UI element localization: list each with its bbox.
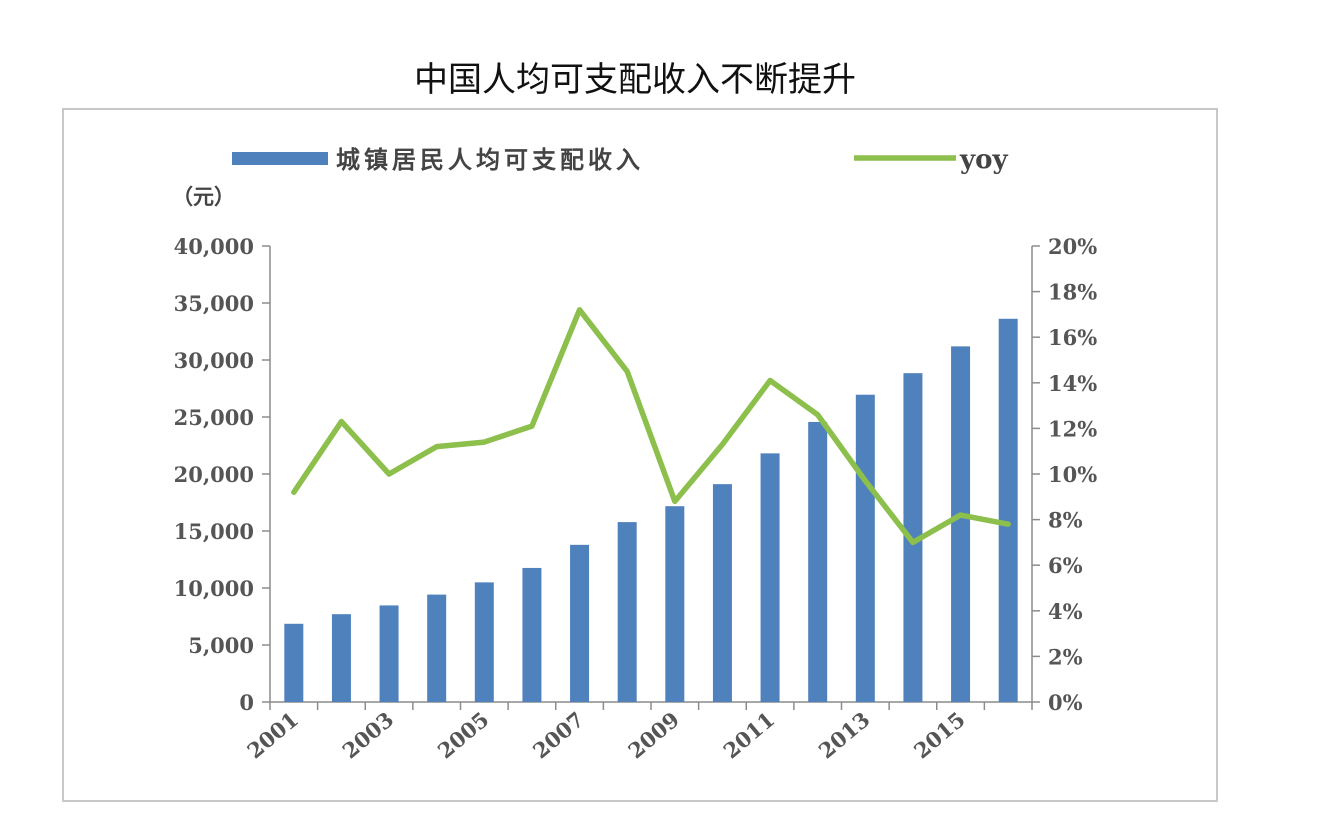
income-bar bbox=[522, 567, 542, 702]
income-bar bbox=[331, 614, 351, 702]
y-right-tick-label: 0% bbox=[1048, 690, 1083, 715]
income-bar bbox=[855, 394, 875, 702]
x-tick-label: 2013 bbox=[814, 707, 875, 764]
income-bar bbox=[998, 318, 1018, 702]
x-tick-label: 2009 bbox=[623, 707, 684, 764]
y-left-tick-label: 5,000 bbox=[188, 633, 254, 658]
x-tick-label: 2007 bbox=[528, 707, 589, 764]
income-bar bbox=[951, 346, 971, 702]
income-bar bbox=[808, 421, 828, 702]
income-bar bbox=[474, 582, 494, 702]
income-bar bbox=[665, 506, 685, 702]
x-tick-label: 2003 bbox=[337, 707, 398, 764]
legend-label-income: 城镇居民人均可支配收入 bbox=[336, 145, 644, 174]
y-axis-unit-label: （元） bbox=[172, 184, 235, 209]
x-tick-label: 2011 bbox=[718, 707, 779, 764]
chart-frame: 城镇居民人均可支配收入 yoy （元） 0 5,000 10,000 15,000 20,… bbox=[62, 108, 1218, 802]
y-left-tick-label: 15,000 bbox=[174, 519, 254, 544]
income-bar bbox=[760, 453, 780, 702]
chart-svg: 城镇居民人均可支配收入 yoy （元） 0 5,000 10,000 15,000 20,… bbox=[172, 145, 1097, 764]
x-tick-label: 2005 bbox=[433, 707, 494, 764]
y-right-tick-label: 10% bbox=[1048, 462, 1097, 487]
x-tick-label: 2001 bbox=[242, 707, 303, 764]
y-right-tick-label: 8% bbox=[1048, 508, 1083, 533]
income-bar bbox=[903, 373, 923, 702]
y-left-tick-label: 20,000 bbox=[174, 462, 254, 487]
y-right-tick-label: 18% bbox=[1048, 280, 1097, 305]
y-left-tick-label: 30,000 bbox=[174, 348, 254, 373]
income-bar bbox=[712, 484, 732, 702]
legend: 城镇居民人均可支配收入 yoy bbox=[232, 145, 1008, 175]
bar-series bbox=[284, 318, 1018, 702]
chart-title: 中国人均可支配收入不断提升 bbox=[414, 60, 856, 100]
y-left-tick-label: 35,000 bbox=[174, 291, 254, 316]
x-tick-label: 2015 bbox=[909, 707, 970, 764]
y-left-tick-label: 40,000 bbox=[174, 234, 254, 259]
y-right-tick-label: 4% bbox=[1048, 599, 1083, 624]
y-right-tick-label: 16% bbox=[1048, 325, 1097, 350]
income-bar bbox=[379, 605, 399, 702]
line-series bbox=[291, 307, 1011, 546]
y-right-tick-label: 20% bbox=[1048, 234, 1097, 259]
y-left-tick-label: 0 bbox=[239, 690, 254, 715]
y-left-tick-label: 25,000 bbox=[174, 405, 254, 430]
y-right-tick-label: 12% bbox=[1048, 416, 1097, 441]
y-left-tick-label: 10,000 bbox=[174, 576, 254, 601]
income-bar bbox=[284, 623, 304, 702]
yoy-line bbox=[291, 307, 1011, 546]
legend-swatch-income bbox=[232, 152, 328, 165]
y-right-tick-label: 6% bbox=[1048, 553, 1083, 578]
axes bbox=[262, 245, 1040, 710]
income-bar bbox=[427, 594, 447, 702]
y-right-tick-label: 14% bbox=[1048, 371, 1097, 396]
y-right-tick-label: 2% bbox=[1048, 644, 1083, 669]
legend-label-yoy: yoy bbox=[959, 145, 1008, 175]
income-bar bbox=[617, 522, 637, 702]
income-bar bbox=[570, 544, 590, 702]
